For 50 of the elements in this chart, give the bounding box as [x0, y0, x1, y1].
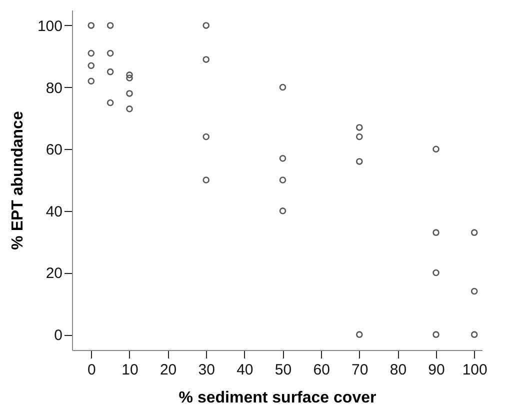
x-tick-label: 70: [352, 362, 368, 378]
x-tick-label: 40: [236, 362, 254, 378]
y-tick-label: 0: [54, 327, 62, 344]
point: [202, 22, 210, 29]
point: [432, 229, 440, 236]
point: [106, 99, 114, 106]
point: [356, 133, 363, 140]
x-tick-label: 30: [198, 362, 215, 378]
y-tick-label: 60: [46, 142, 62, 159]
y-axis-title: % EPT abundance: [9, 111, 26, 250]
point: [279, 208, 286, 214]
point: [279, 84, 286, 91]
point: [432, 269, 440, 276]
point: [432, 331, 440, 338]
y-tick-label: 20: [46, 265, 62, 282]
point: [202, 56, 210, 63]
point: [470, 288, 478, 295]
point: [126, 106, 133, 112]
point: [202, 176, 210, 184]
point: [106, 68, 114, 76]
point: [88, 62, 95, 70]
x-tick-label: 100: [462, 362, 488, 378]
x-tick-label: 20: [160, 362, 177, 378]
point: [88, 22, 95, 29]
point: [356, 331, 363, 338]
y-tick-label: 100: [37, 18, 62, 35]
point: [279, 176, 286, 184]
point: [202, 133, 210, 140]
point: [88, 50, 95, 57]
x-tick-label: 60: [313, 362, 330, 378]
point: [470, 229, 478, 236]
point: [126, 74, 133, 82]
x-tick-label: 50: [274, 362, 292, 378]
point: [279, 154, 286, 162]
point: [106, 22, 114, 29]
point: [356, 158, 363, 165]
point: [88, 78, 95, 84]
x-tick-label: 10: [122, 362, 138, 378]
point: [126, 72, 133, 78]
x-axis-title: % sediment surface cover: [178, 390, 376, 406]
point: [470, 331, 478, 338]
y-tick-label: 80: [46, 80, 62, 97]
point: [126, 90, 133, 97]
x-tick-label: 80: [390, 362, 407, 378]
point: [432, 146, 440, 152]
x-tick-label: 90: [428, 362, 445, 378]
y-tick-label: 40: [46, 203, 62, 220]
x-tick-label: 0: [87, 362, 96, 378]
point: [106, 50, 114, 57]
point: [356, 124, 363, 131]
